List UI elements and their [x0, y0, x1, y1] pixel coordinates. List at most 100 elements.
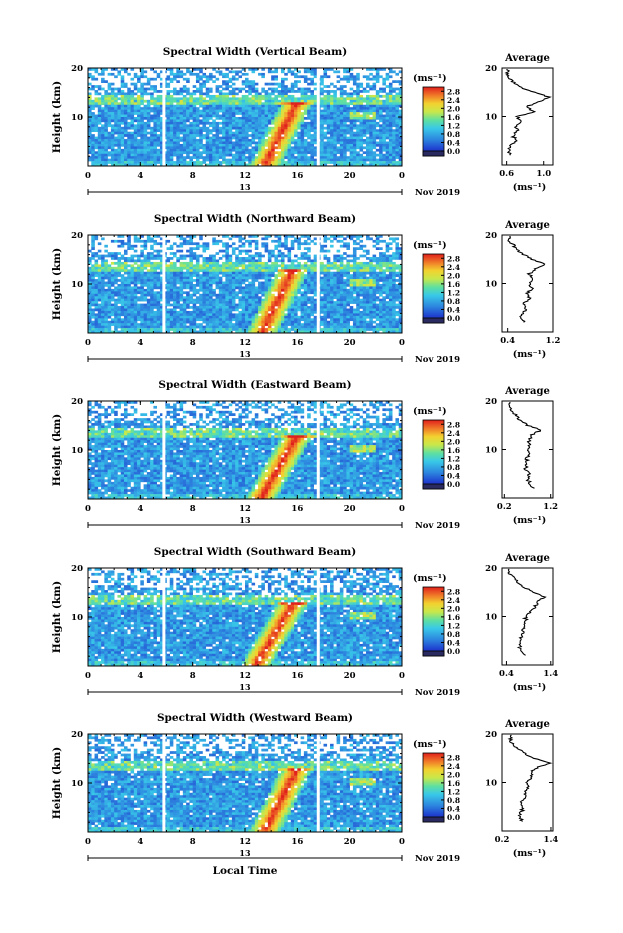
- heatmap-cell: [196, 151, 200, 154]
- heatmap-cell: [189, 159, 193, 162]
- heatmap-cell: [216, 70, 220, 73]
- heatmap-cell: [255, 277, 259, 280]
- heatmap-cell: [356, 124, 360, 127]
- heatmap-cell: [389, 75, 393, 78]
- heatmap-cell: [284, 112, 288, 115]
- heatmap-cell: [288, 294, 292, 297]
- heatmap-cell: [206, 296, 210, 299]
- heatmap-cell: [98, 132, 102, 135]
- heatmap-cell: [232, 242, 236, 245]
- heatmap-cell: [366, 110, 370, 113]
- heatmap-cell: [117, 127, 121, 130]
- heatmap-cell: [356, 159, 360, 162]
- heatmap-cell: [389, 156, 393, 159]
- heatmap-cell: [121, 137, 125, 140]
- heatmap-cell: [314, 284, 318, 287]
- heatmap-cell: [304, 267, 308, 270]
- heatmap-cell: [363, 296, 367, 299]
- heatmap-cell: [209, 95, 213, 98]
- heatmap-cell: [242, 110, 246, 113]
- heatmap-cell: [157, 284, 161, 287]
- heatmap-cell: [327, 267, 331, 270]
- heatmap-cell: [320, 124, 324, 127]
- heatmap-cell: [261, 122, 265, 125]
- heatmap-cell: [219, 122, 223, 125]
- heatmap-cell: [274, 257, 278, 260]
- heatmap-cell: [238, 277, 242, 280]
- heatmap-cell: [284, 289, 288, 292]
- heatmap-cell: [95, 127, 99, 130]
- heatmap-cell: [219, 73, 223, 76]
- heatmap-cell: [222, 107, 226, 110]
- heatmap-cell: [209, 146, 213, 149]
- heatmap-cell: [108, 110, 112, 113]
- heatmap-cell: [196, 264, 200, 267]
- heatmap-cell: [167, 139, 171, 142]
- heatmap-cell: [216, 262, 220, 265]
- heatmap-cell: [242, 139, 246, 142]
- heatmap-cell: [337, 132, 341, 135]
- heatmap-cell: [222, 144, 226, 147]
- heatmap-cell: [242, 137, 246, 140]
- heatmap-cell: [157, 119, 161, 122]
- heatmap-cell: [95, 255, 99, 258]
- heatmap-cell: [265, 119, 269, 122]
- heatmap-cell: [225, 73, 229, 76]
- heatmap-cell: [301, 257, 305, 260]
- heatmap-cell: [294, 102, 298, 105]
- heatmap-cell: [245, 294, 249, 297]
- heatmap-cell: [104, 296, 108, 299]
- heatmap-cell: [121, 93, 125, 96]
- heatmap-cell: [157, 159, 161, 162]
- heatmap-cell: [232, 75, 236, 78]
- heatmap-cell: [333, 97, 337, 100]
- heatmap-cell: [225, 260, 229, 263]
- heatmap-cell: [386, 146, 390, 149]
- heatmap-cell: [238, 161, 242, 164]
- heatmap-cell: [121, 245, 125, 248]
- heatmap-cell: [359, 269, 363, 272]
- heatmap-cell: [196, 255, 200, 258]
- heatmap-cell: [395, 242, 399, 245]
- heatmap-cell: [114, 95, 118, 98]
- heatmap-cell: [101, 73, 105, 76]
- heatmap-cell: [140, 102, 144, 105]
- heatmap-cell: [209, 139, 213, 142]
- heatmap-cell: [196, 257, 200, 260]
- heatmap-cell: [206, 100, 210, 103]
- heatmap-cell: [101, 97, 105, 100]
- heatmap-cell: [124, 252, 128, 255]
- heatmap-cell: [255, 274, 259, 277]
- heatmap-cell: [245, 102, 249, 105]
- heatmap-cell: [101, 151, 105, 154]
- heatmap-cell: [382, 105, 386, 108]
- heatmap-cell: [209, 289, 213, 292]
- heatmap-cell: [359, 262, 363, 265]
- heatmap-cell: [356, 117, 360, 120]
- heatmap-cell: [137, 149, 141, 152]
- heatmap-cell: [307, 237, 311, 240]
- heatmap-cell: [140, 95, 144, 98]
- heatmap-cell: [219, 156, 223, 159]
- heatmap-cell: [88, 289, 92, 292]
- heatmap-cell: [98, 255, 102, 258]
- heatmap-cell: [379, 294, 383, 297]
- heatmap-cell: [297, 156, 301, 159]
- heatmap-cell: [91, 286, 95, 289]
- heatmap-cell: [212, 161, 216, 164]
- heatmap-cell: [101, 255, 105, 258]
- heatmap-cell: [242, 154, 246, 157]
- heatmap-cell: [258, 296, 262, 299]
- heatmap-cell: [202, 127, 206, 130]
- heatmap-cell: [307, 279, 311, 282]
- heatmap-cell: [353, 156, 357, 159]
- heatmap-cell: [101, 107, 105, 110]
- heatmap-cell: [98, 110, 102, 113]
- heatmap-cell: [330, 129, 334, 132]
- heatmap-cell: [327, 132, 331, 135]
- heatmap-cell: [111, 289, 115, 292]
- heatmap-cell: [199, 83, 203, 86]
- heatmap-cell: [121, 289, 125, 292]
- heatmap-cell: [193, 139, 197, 142]
- heatmap-cell: [183, 95, 187, 98]
